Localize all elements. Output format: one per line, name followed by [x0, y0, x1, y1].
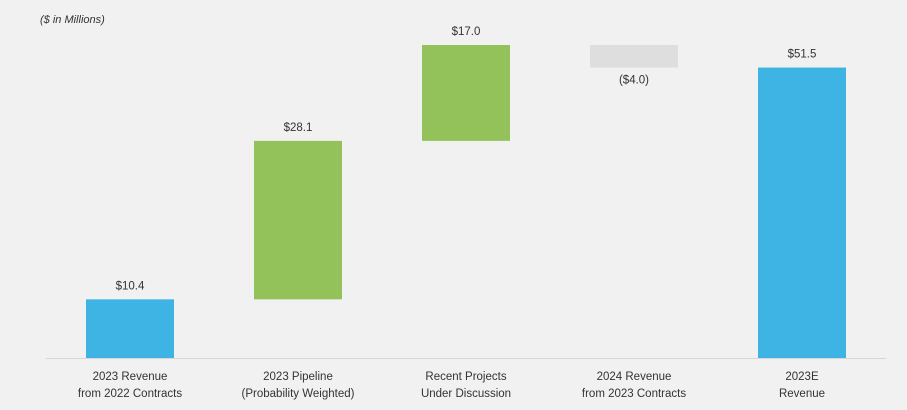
x-tick-label: 2023 Revenue from 2022 Contracts — [77, 371, 183, 400]
x-tick-label: 2024 Revenue from 2023 Contracts — [581, 371, 687, 400]
value-label: $51.5 — [788, 49, 817, 61]
bar — [590, 45, 678, 68]
value-label: $17.0 — [452, 26, 481, 38]
value-label: $10.4 — [116, 280, 145, 292]
chart-subtitle: ($ in Millions) — [40, 14, 105, 26]
x-tick-label: 2023 Pipeline (Probability Weighted) — [241, 371, 355, 400]
bar — [86, 299, 174, 358]
value-label: ($4.0) — [619, 75, 649, 87]
bar — [422, 45, 510, 141]
value-label: $28.1 — [284, 122, 313, 134]
x-tick-label: 2023E Revenue — [778, 371, 826, 400]
x-tick-label: Recent Projects Under Discussion — [420, 371, 512, 400]
bar — [758, 67, 846, 358]
bar — [254, 140, 342, 300]
